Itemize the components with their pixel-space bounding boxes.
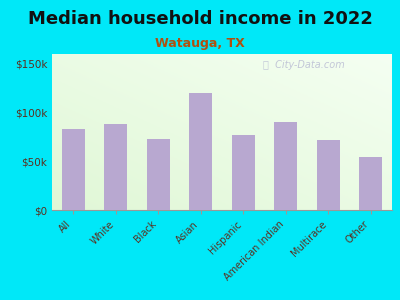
Bar: [104, 124, 128, 210]
Text: Watauga, TX: Watauga, TX: [155, 38, 245, 50]
Bar: [359, 157, 382, 210]
Bar: [232, 135, 255, 210]
Bar: [62, 129, 85, 210]
Bar: [316, 140, 340, 210]
Text: ⓘ  City-Data.com: ⓘ City-Data.com: [263, 60, 344, 70]
Bar: [274, 122, 298, 210]
Bar: [146, 139, 170, 210]
Text: Median household income in 2022: Median household income in 2022: [28, 11, 372, 28]
Bar: [189, 93, 212, 210]
